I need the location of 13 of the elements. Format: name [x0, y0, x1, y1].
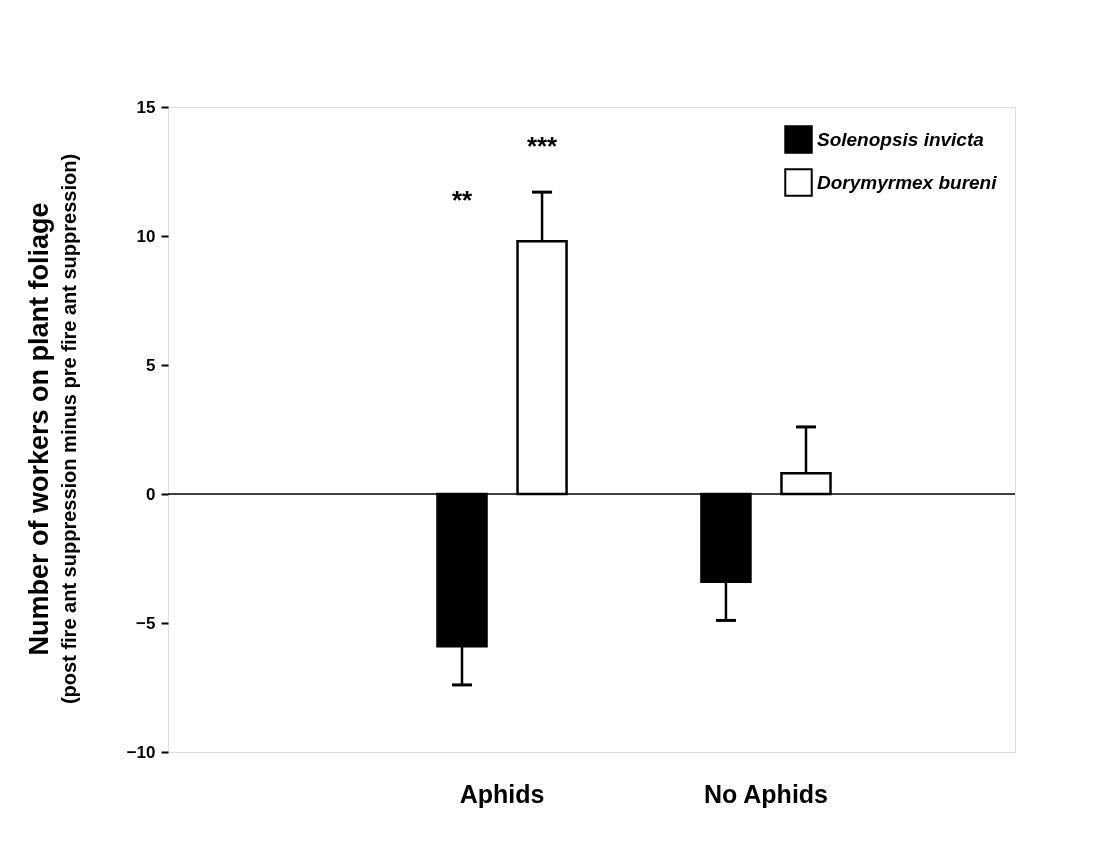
y-tick-label: −10	[126, 742, 156, 762]
annotation: ***	[526, 131, 559, 161]
y-tick-label: 10	[136, 226, 156, 246]
y-axis-title: Number of workers on plant foliage (post fire ant suppression minus pre fire ant suppression)	[24, 153, 80, 705]
y-tick-label: −5	[136, 613, 156, 633]
legend-label: Dorymyrmex bureni	[817, 171, 998, 193]
x-tick-label: Aphids	[459, 779, 545, 808]
annotation: **	[451, 185, 473, 215]
y-tick-label: 0	[146, 484, 156, 504]
legend-label: Solenopsis invicta	[817, 128, 985, 150]
y-tick-label: 15	[136, 97, 156, 117]
y-tick-label: 5	[146, 355, 156, 375]
x-tick-label: No Aphids	[703, 779, 828, 808]
